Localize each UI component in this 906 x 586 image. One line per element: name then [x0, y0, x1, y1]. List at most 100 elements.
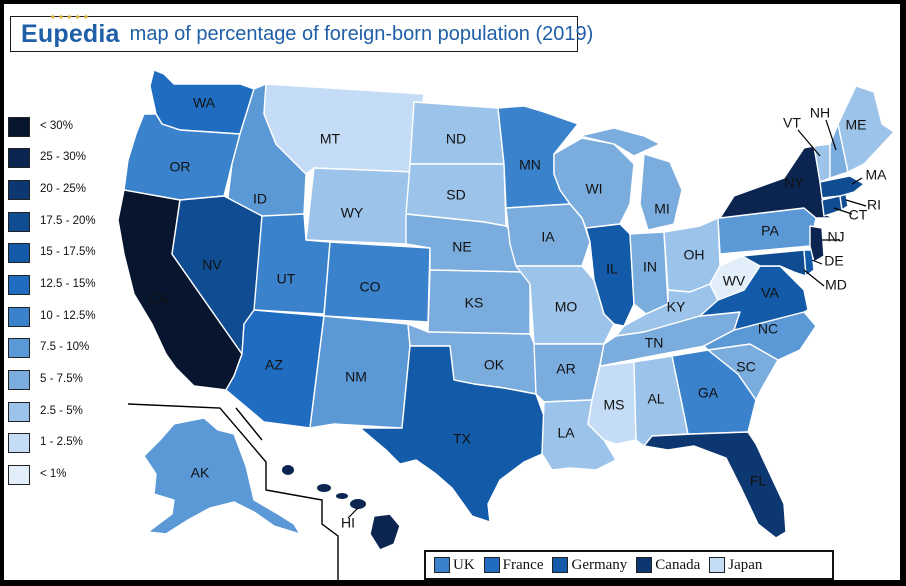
legend-item: 5 - 7.5%	[6, 369, 116, 391]
legend-swatch	[8, 370, 30, 390]
map-frame: ★★★★★ Eupedia map of percentage of forei…	[4, 4, 900, 580]
label-md: MD	[825, 277, 847, 293]
label-ms: MS	[604, 397, 625, 413]
origin-legend-item: UK	[434, 557, 475, 574]
label-ok: OK	[484, 357, 505, 373]
legend-swatch	[8, 243, 30, 263]
alaska-inset-border	[127, 403, 339, 580]
leader-vt	[797, 129, 821, 157]
leader-ma	[851, 177, 863, 185]
state-tx	[359, 345, 545, 523]
legend-swatch	[8, 148, 30, 168]
legend-item: 1 - 2.5%	[6, 432, 116, 454]
state-or	[123, 113, 241, 201]
label-la: LA	[557, 425, 575, 441]
label-mn: MN	[519, 157, 541, 173]
label-wv: WV	[723, 273, 746, 289]
label-me: ME	[846, 117, 867, 133]
label-ut: UT	[277, 271, 296, 287]
label-nv: NV	[202, 257, 222, 273]
label-ar: AR	[556, 361, 575, 377]
label-pa: PA	[761, 223, 779, 239]
label-nc: NC	[758, 321, 778, 337]
label-or: OR	[170, 159, 191, 175]
label-in: IN	[643, 259, 657, 275]
label-ne: NE	[452, 239, 471, 255]
origin-swatch	[636, 557, 653, 573]
label-ny: NY	[784, 175, 804, 191]
map-title: map of percentage of foreign-born popula…	[129, 22, 594, 45]
state-ma	[819, 175, 865, 199]
leader-md	[803, 269, 825, 287]
label-co: CO	[360, 279, 381, 295]
state-hi-oahu	[317, 484, 331, 492]
title-banner: ★★★★★ Eupedia map of percentage of forei…	[10, 14, 593, 52]
label-mi: MI	[654, 201, 670, 217]
state-ct	[821, 195, 843, 217]
leader-ri	[845, 199, 867, 207]
label-ky: KY	[667, 299, 686, 315]
state-hi-big	[369, 513, 401, 551]
origin-legend-item: Canada	[636, 557, 700, 574]
eupedia-logo: ★★★★★ Eupedia	[17, 14, 124, 49]
state-fl	[643, 431, 787, 539]
label-nm: NM	[345, 369, 367, 385]
label-de: DE	[824, 253, 843, 269]
legend-swatch	[8, 117, 30, 137]
legend-item: 2.5 - 5%	[6, 401, 116, 423]
leader-ct	[833, 207, 853, 215]
label-mo: MO	[555, 299, 578, 315]
legend-swatch	[8, 465, 30, 485]
origin-legend-item: France	[483, 557, 543, 574]
state-hi-molokai	[336, 493, 348, 499]
legend-item: 15 - 17.5%	[6, 242, 116, 264]
state-me	[837, 85, 895, 173]
state-de	[803, 249, 815, 277]
legend-swatch	[8, 402, 30, 422]
legend-item: 25 - 30%	[6, 147, 116, 169]
label-ma: MA	[866, 167, 888, 183]
label-ca: CA	[148, 291, 168, 307]
label-hi: HI	[341, 515, 355, 531]
origin-swatch	[552, 557, 569, 573]
state-ks	[427, 269, 531, 335]
origin-swatch	[434, 557, 450, 573]
state-mi	[639, 153, 683, 231]
label-mt: MT	[320, 131, 341, 147]
origin-legend: UK France Germany Canada Japan	[424, 550, 834, 580]
origin-legend-item: Japan	[709, 557, 762, 574]
state-il	[585, 223, 635, 327]
legend-item: 17.5 - 20%	[6, 211, 116, 233]
origin-legend-item: Germany	[552, 557, 627, 574]
label-ct: CT	[849, 207, 868, 223]
label-fl: FL	[750, 473, 767, 489]
label-nh: NH	[810, 105, 830, 121]
label-al: AL	[647, 391, 664, 407]
legend-swatch	[8, 275, 30, 295]
leader-nh	[825, 119, 837, 151]
state-hi-maui	[350, 499, 366, 509]
legend-swatch	[8, 433, 30, 453]
hawaii-inset-border	[235, 407, 263, 441]
label-ri: RI	[867, 197, 881, 213]
label-sc: SC	[736, 359, 755, 375]
legend-swatch	[8, 180, 30, 200]
legend-item: 20 - 25%	[6, 179, 116, 201]
state-mi-up	[579, 127, 661, 157]
label-il: IL	[606, 261, 618, 277]
label-ak: AK	[191, 465, 210, 481]
origin-swatch	[483, 557, 500, 573]
state-nc	[703, 311, 817, 361]
legend-swatch	[8, 338, 30, 358]
state-hi-kauai	[282, 465, 294, 475]
label-ga: GA	[698, 385, 719, 401]
label-wa: WA	[193, 95, 216, 111]
eu-stars-icon: ★★★★★	[49, 13, 92, 21]
state-nj	[809, 225, 825, 263]
state-ri	[839, 193, 849, 211]
label-tx: TX	[453, 431, 472, 447]
label-vt: VT	[783, 115, 801, 131]
label-oh: OH	[684, 247, 705, 263]
label-nd: ND	[446, 131, 466, 147]
leader-de	[811, 259, 823, 265]
